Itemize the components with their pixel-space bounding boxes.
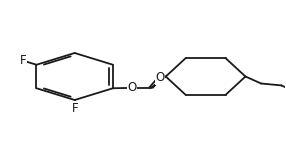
Text: F: F: [20, 54, 26, 67]
Text: F: F: [72, 102, 78, 115]
Text: O: O: [128, 81, 137, 94]
Text: O: O: [155, 71, 165, 84]
